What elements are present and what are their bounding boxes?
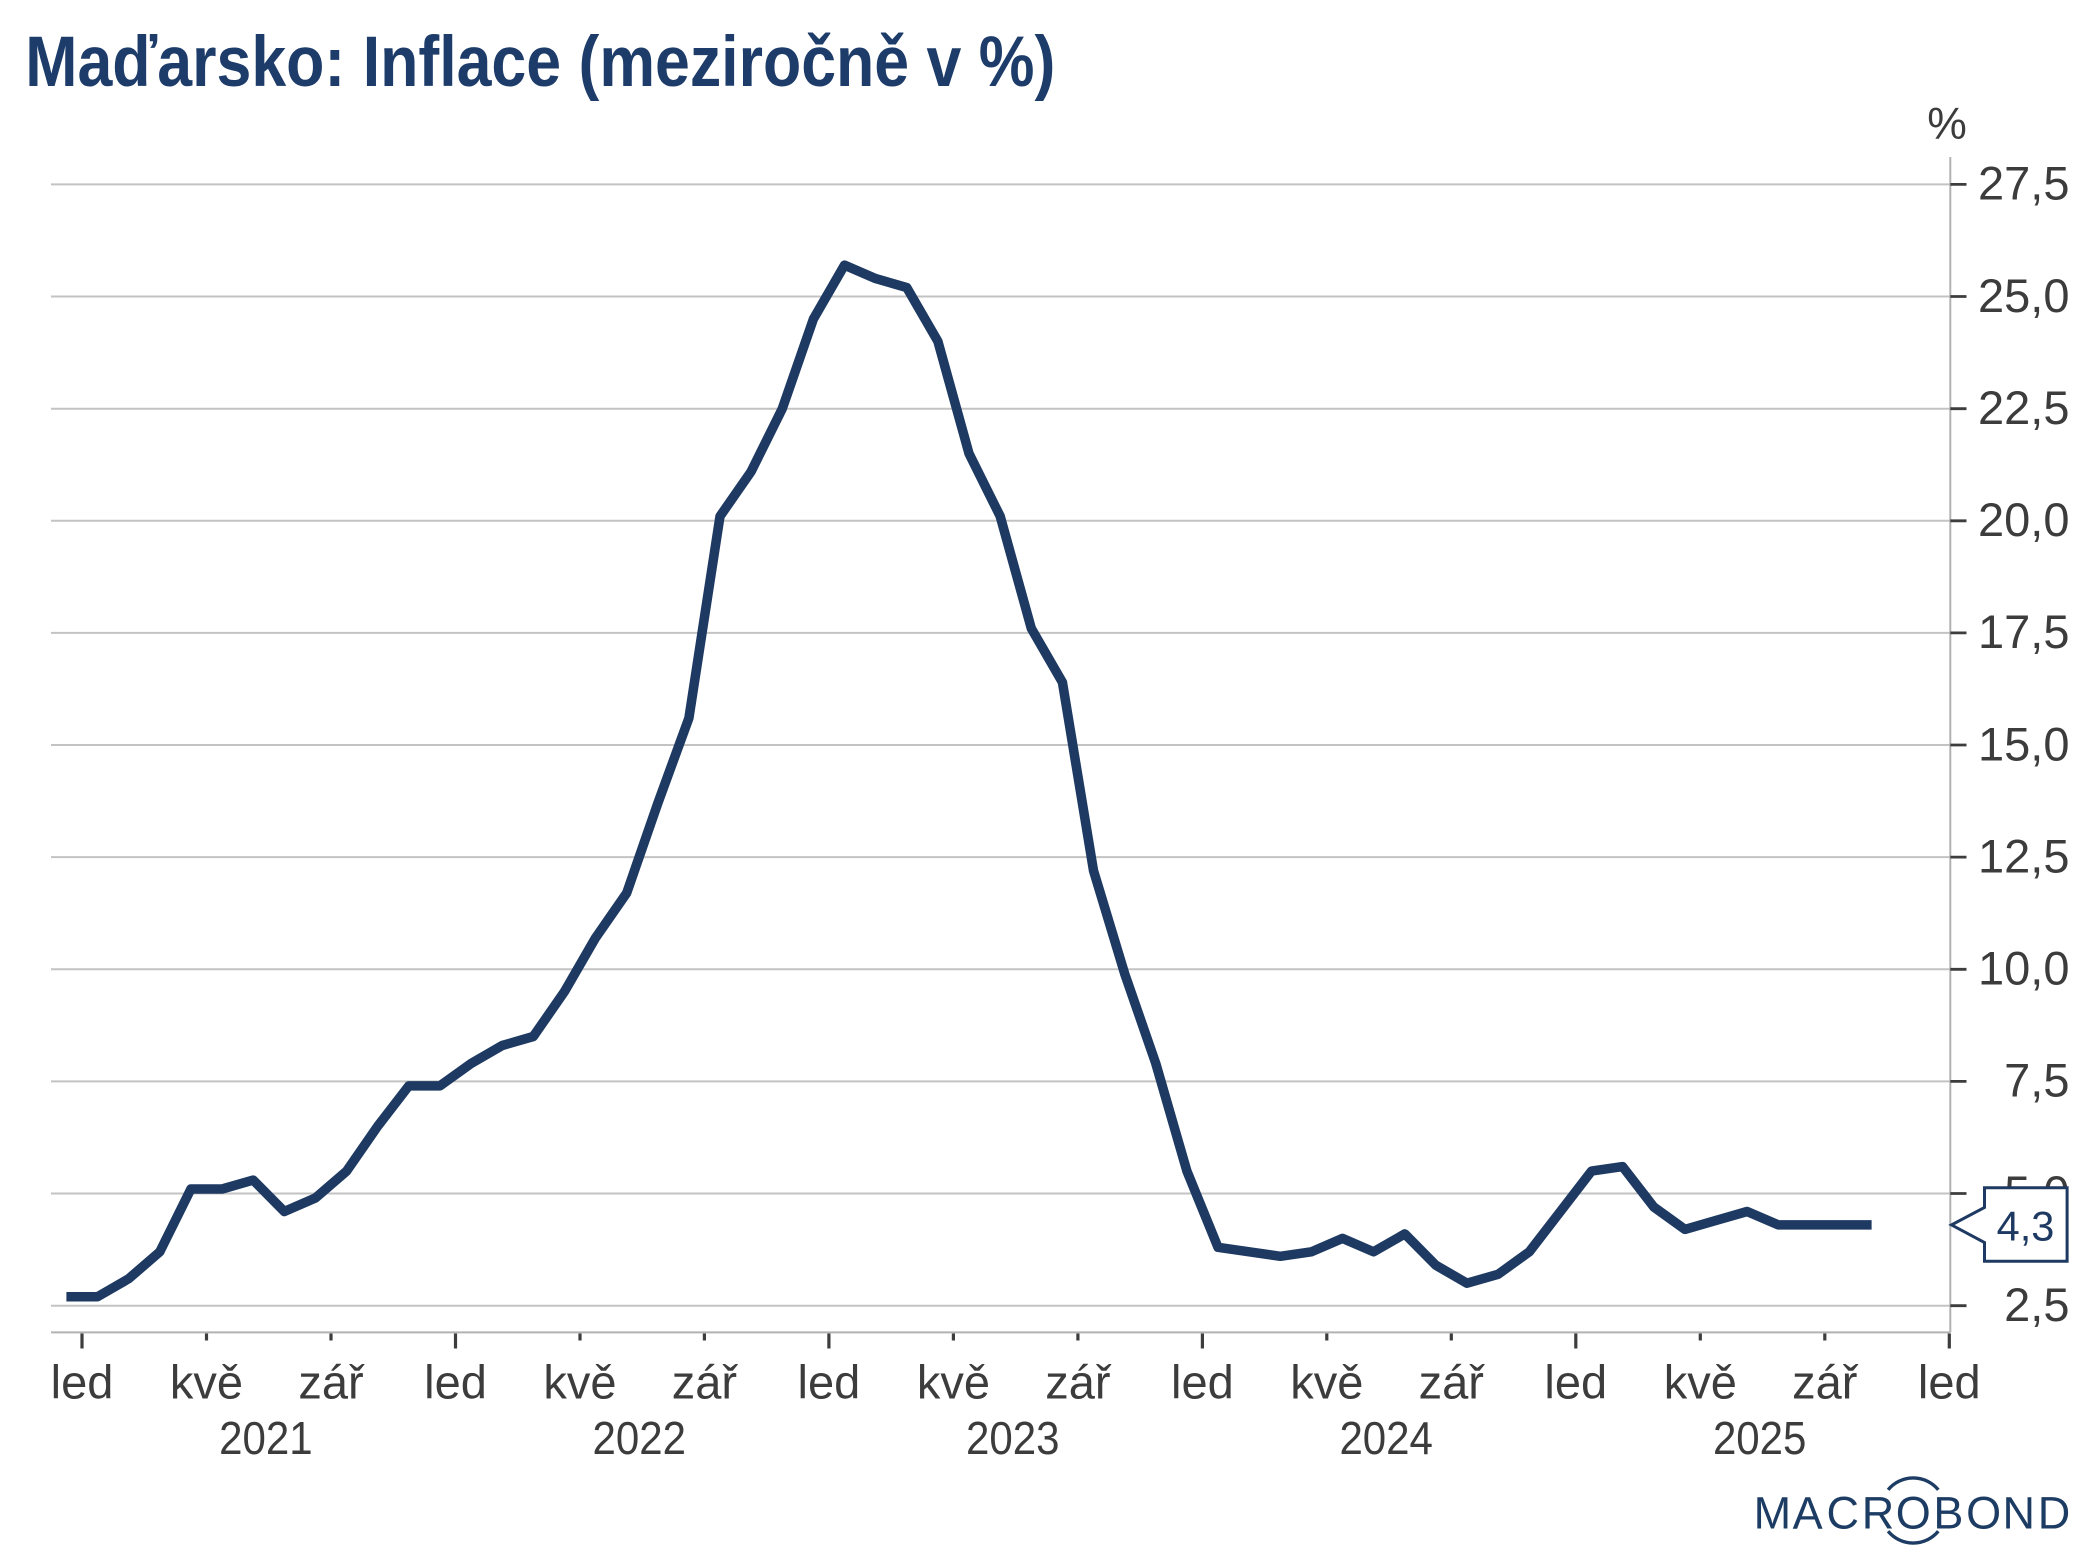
svg-text:2024: 2024 — [1339, 1412, 1433, 1464]
svg-text:2023: 2023 — [966, 1412, 1060, 1464]
svg-text:kvě: kvě — [917, 1355, 990, 1408]
svg-text:led: led — [1544, 1355, 1607, 1408]
svg-text:12,5: 12,5 — [1978, 829, 2069, 882]
svg-text:Maďarsko: Inflace (meziročně v: Maďarsko: Inflace (meziročně v %) — [25, 23, 1055, 102]
svg-text:O: O — [1966, 1488, 2001, 1539]
svg-text:2022: 2022 — [593, 1412, 687, 1464]
svg-text:kvě: kvě — [543, 1355, 616, 1408]
svg-text:D: D — [2038, 1488, 2071, 1539]
svg-text:zář: zář — [1045, 1355, 1112, 1408]
svg-text:zář: zář — [672, 1355, 739, 1408]
svg-text:4,3: 4,3 — [1997, 1203, 2055, 1250]
svg-text:20,0: 20,0 — [1978, 493, 2069, 546]
svg-text:2,5: 2,5 — [2004, 1278, 2069, 1331]
svg-text:kvě: kvě — [1664, 1355, 1737, 1408]
svg-text:zář: zář — [1419, 1355, 1486, 1408]
svg-text:15,0: 15,0 — [1978, 717, 2069, 770]
svg-text:zář: zář — [1792, 1355, 1859, 1408]
svg-text:led: led — [51, 1355, 114, 1408]
svg-text:17,5: 17,5 — [1978, 605, 2069, 658]
svg-text:2021: 2021 — [219, 1412, 313, 1464]
svg-text:led: led — [1171, 1355, 1234, 1408]
svg-text:7,5: 7,5 — [2004, 1054, 2069, 1107]
svg-text:%: % — [1927, 100, 1967, 149]
svg-text:25,0: 25,0 — [1978, 269, 2069, 322]
svg-text:led: led — [798, 1355, 861, 1408]
svg-text:led: led — [424, 1355, 487, 1408]
svg-text:kvě: kvě — [170, 1355, 243, 1408]
svg-text:kvě: kvě — [1290, 1355, 1363, 1408]
svg-text:2025: 2025 — [1713, 1412, 1807, 1464]
svg-text:10,0: 10,0 — [1978, 942, 2069, 995]
svg-text:led: led — [1918, 1355, 1981, 1408]
svg-text:M: M — [1754, 1488, 1792, 1539]
svg-text:A: A — [1793, 1488, 1823, 1539]
svg-text:22,5: 22,5 — [1978, 381, 2069, 434]
svg-text:B: B — [1933, 1488, 1963, 1539]
svg-text:C: C — [1827, 1488, 1860, 1539]
svg-text:N: N — [2003, 1488, 2036, 1539]
svg-text:O: O — [1896, 1488, 1931, 1539]
svg-text:zář: zář — [298, 1355, 365, 1408]
svg-text:R: R — [1862, 1488, 1895, 1539]
svg-text:27,5: 27,5 — [1978, 157, 2069, 210]
